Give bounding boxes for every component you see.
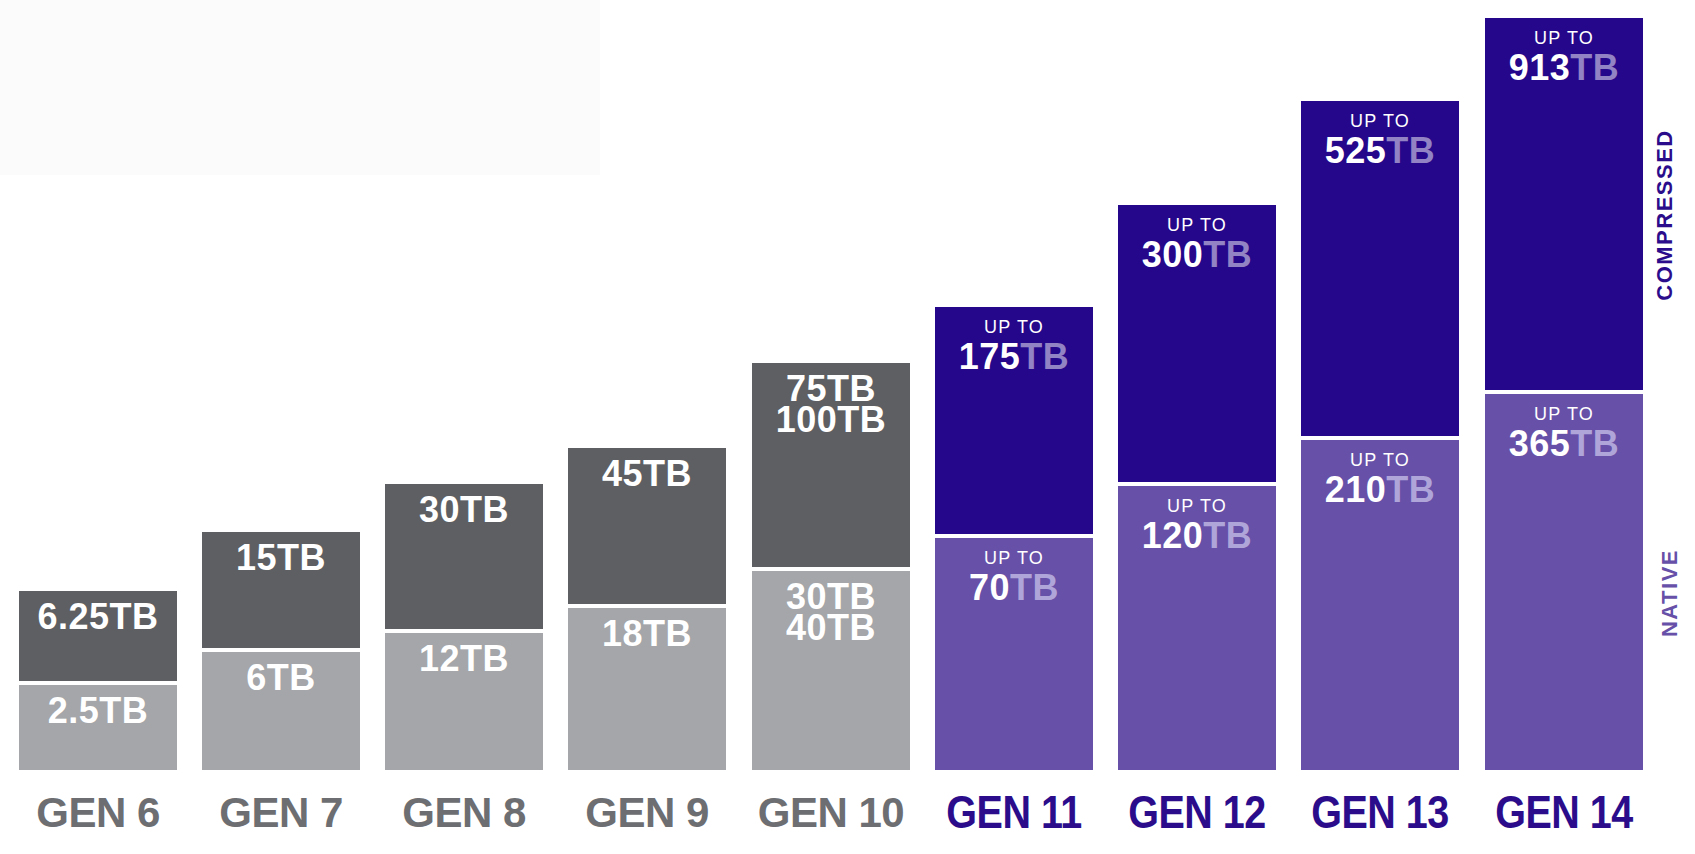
- compressed-capacity-label: 45TB: [602, 458, 692, 489]
- compressed-capacity-unit: TB: [1020, 336, 1069, 377]
- native-capacity-label: 210TB: [1325, 474, 1436, 505]
- side-label-compressed: COMPRESSED: [1645, 55, 1685, 375]
- axis-label-gen-11: GEN 11: [911, 790, 1118, 835]
- bar-gen-6-native-segment: 2.5TB: [19, 685, 177, 770]
- compressed-capacity-value: 175: [959, 336, 1021, 377]
- bar-gen-9-native-segment: 18TB: [568, 608, 726, 770]
- background-artifact: [0, 0, 600, 175]
- bar-gen-13-native-segment: UP TO210TB: [1301, 440, 1459, 770]
- compressed-capacity-label: 6.25TB: [37, 601, 158, 632]
- native-capacity-value: 365: [1509, 423, 1571, 464]
- axis-label-gen-13: GEN 13: [1277, 790, 1484, 835]
- bar-gen-13-compressed-segment: UP TO525TB: [1301, 101, 1459, 436]
- bar-gen-10-compressed-segment: 75TB100TB: [752, 363, 910, 567]
- axis-label-gen-14: GEN 14: [1461, 790, 1668, 835]
- bar-gen-14-compressed-segment: UP TO913TB: [1485, 18, 1643, 390]
- compressed-capacity-label: 30TB: [419, 494, 509, 525]
- native-capacity-label: 70TB: [969, 572, 1059, 603]
- compressed-capacity-value: 525: [1325, 130, 1387, 171]
- native-capacity-label: 6TB: [246, 662, 316, 693]
- bar-gen-12-native-segment: UP TO120TB: [1118, 486, 1276, 770]
- native-capacity-unit: TB: [1010, 567, 1059, 608]
- compressed-capacity-value: 913: [1509, 47, 1571, 88]
- compressed-capacity-unit: TB: [1203, 234, 1252, 275]
- native-capacity-label: 12TB: [419, 643, 509, 674]
- native-capacity-label: 365TB: [1509, 428, 1620, 459]
- compressed-capacity-value: 300: [1142, 234, 1204, 275]
- native-capacity-unit: TB: [1570, 423, 1619, 464]
- native-capacity-value: 210: [1325, 469, 1387, 510]
- compressed-capacity-label: 300TB: [1142, 239, 1253, 270]
- axis-label-gen-12: GEN 12: [1094, 790, 1301, 835]
- side-label-native: NATIVE: [1650, 433, 1690, 753]
- bar-gen-10-native-segment: 30TB40TB: [752, 571, 910, 770]
- chart-stage: 6.25TB 2.5TB 15TB 6TB 30TB 12TB 45TB 18TB 75TB10…: [0, 0, 1695, 854]
- bar-gen-12-compressed-segment: UP TO300TB: [1118, 205, 1276, 482]
- compressed-capacity-unit: TB: [1386, 130, 1435, 171]
- axis-label-gen-10: GEN 10: [721, 792, 941, 834]
- compressed-capacity-label: 175TB: [959, 341, 1070, 372]
- native-capacity-value: 120: [1142, 515, 1204, 556]
- native-capacity-unit: TB: [1203, 515, 1252, 556]
- compressed-capacity-label: 15TB: [236, 542, 326, 573]
- native-capacity-value: 70: [969, 567, 1010, 608]
- compressed-capacity-label: 100TB: [776, 404, 887, 435]
- bar-gen-6-compressed-segment: 6.25TB: [19, 591, 177, 681]
- bar-gen-11-compressed-segment: UP TO175TB: [935, 307, 1093, 534]
- compressed-capacity-unit: TB: [1570, 47, 1619, 88]
- bar-gen-7-native-segment: 6TB: [202, 652, 360, 770]
- bar-gen-14-native-segment: UP TO365TB: [1485, 394, 1643, 770]
- bar-gen-9-compressed-segment: 45TB: [568, 448, 726, 604]
- bar-gen-7-compressed-segment: 15TB: [202, 532, 360, 648]
- bar-gen-11-native-segment: UP TO70TB: [935, 538, 1093, 770]
- compressed-capacity-label: 913TB: [1509, 52, 1620, 83]
- bar-gen-8-compressed-segment: 30TB: [385, 484, 543, 629]
- native-capacity-label: 18TB: [602, 618, 692, 649]
- compressed-capacity-label: 525TB: [1325, 135, 1436, 166]
- bar-gen-8-native-segment: 12TB: [385, 633, 543, 770]
- native-capacity-label: 40TB: [786, 612, 876, 643]
- native-capacity-label: 2.5TB: [48, 695, 149, 726]
- native-capacity-unit: TB: [1386, 469, 1435, 510]
- native-capacity-label: 120TB: [1142, 520, 1253, 551]
